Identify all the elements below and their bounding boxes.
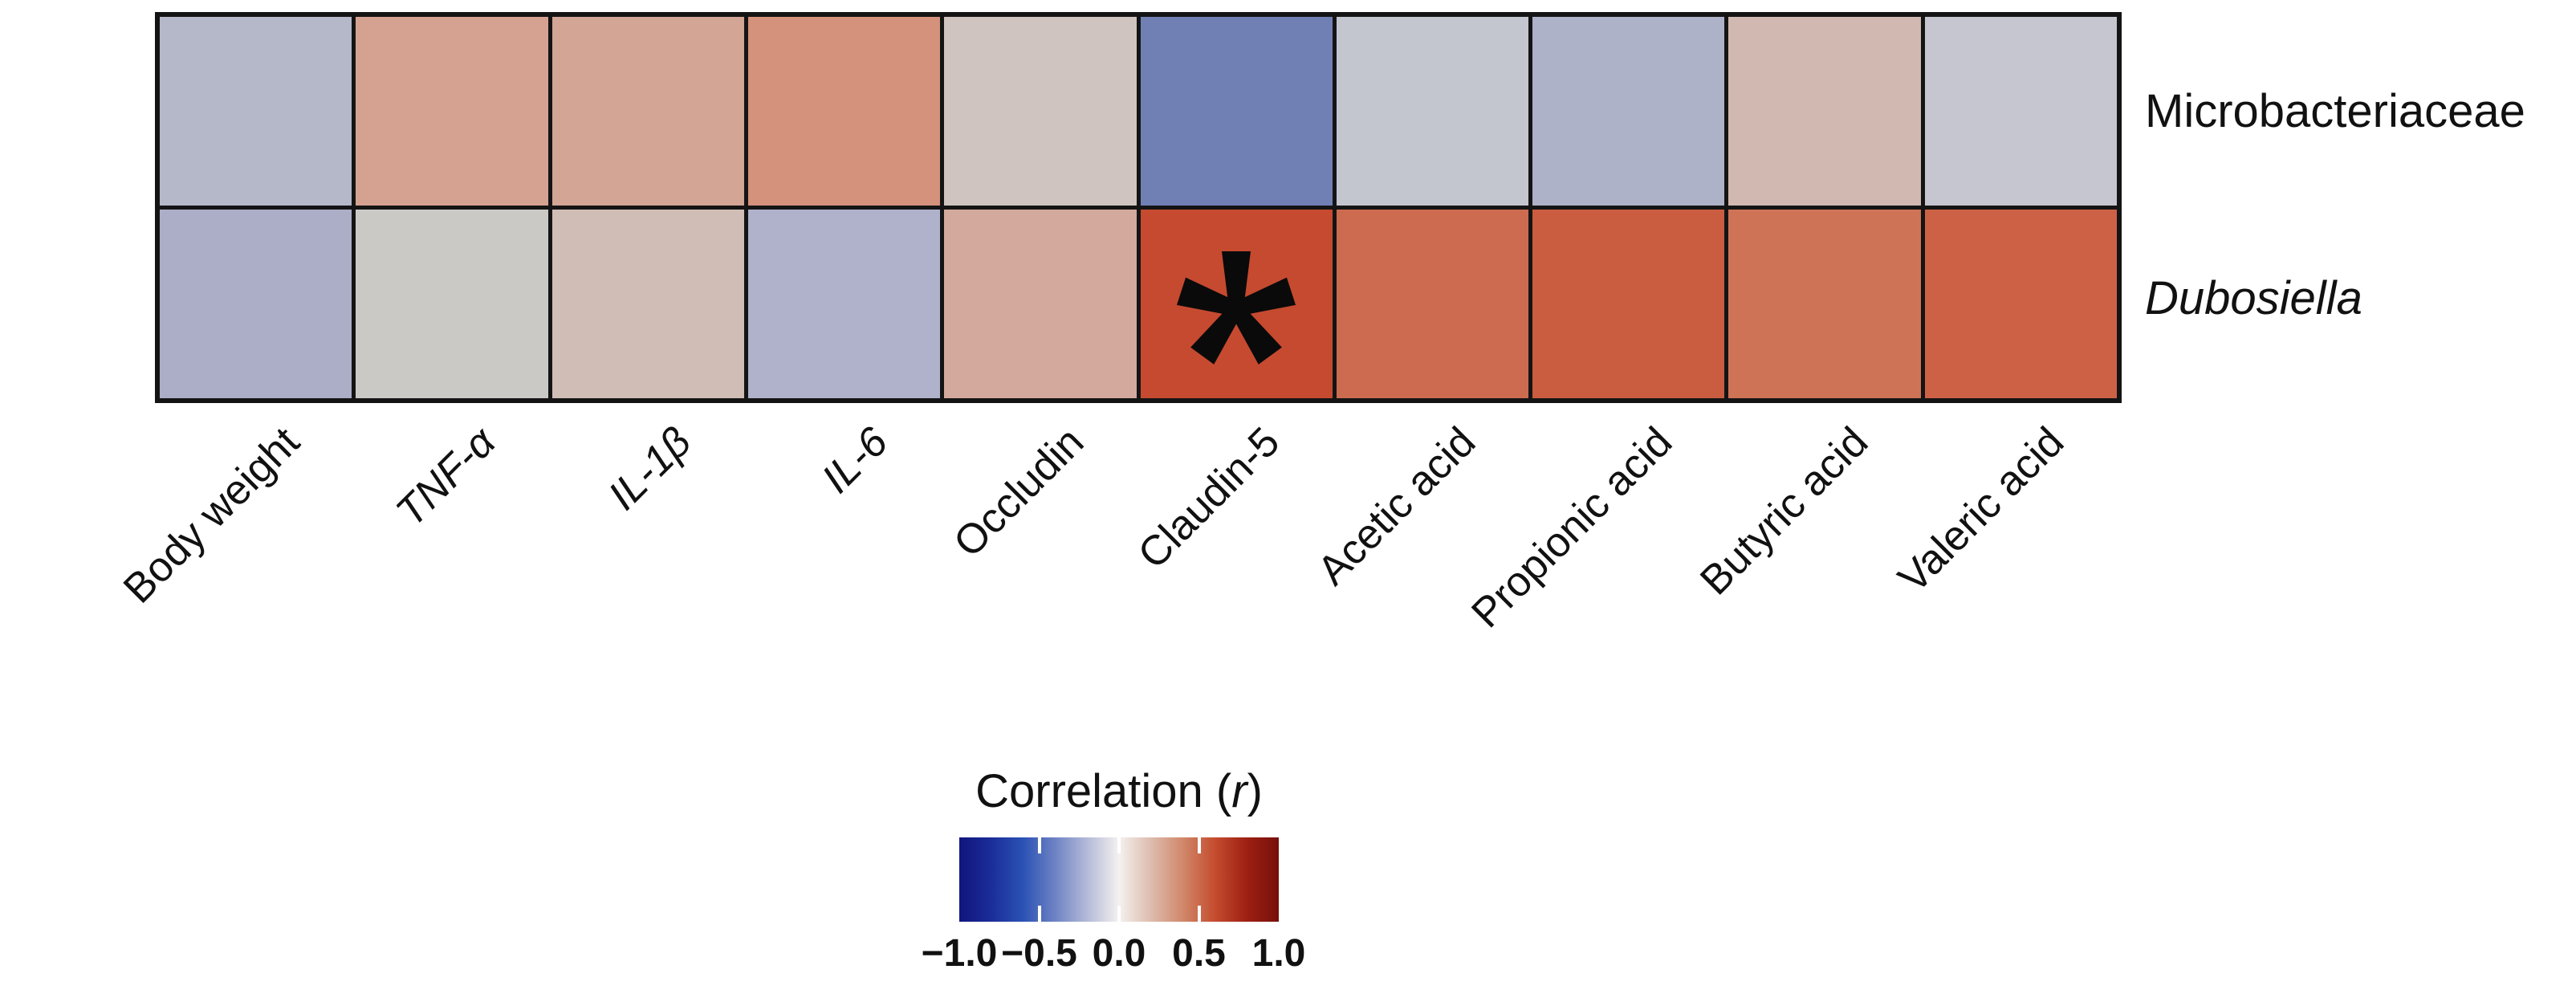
heatmap-cell-r1-c5 (1140, 210, 1333, 398)
row-label-0: Microbacteriaceae (2145, 85, 2525, 137)
row-label-1: Dubosiella (2145, 272, 2362, 324)
colorbar-tickmark (1037, 837, 1041, 853)
heatmap-cell-r1-c0 (160, 210, 352, 398)
heatmap-cell-r1-c7 (1532, 210, 1725, 398)
colorbar-tickmark (1037, 906, 1041, 922)
colorbar-title-close-paren: ) (1247, 765, 1263, 817)
heatmap-grid (155, 12, 2122, 403)
heatmap-cell-r0-c2 (551, 17, 744, 206)
colorbar-tickmark (1197, 906, 1201, 922)
heatmap-cell-r0-c0 (160, 17, 352, 206)
heatmap-cell-r0-c7 (1532, 17, 1725, 206)
colorbar-title-r-symbol: r (1231, 765, 1247, 817)
heatmap-cell-r0-c6 (1336, 17, 1529, 206)
heatmap-cell-r0-c5 (1140, 17, 1333, 206)
colorbar-tick-label-3: 0.5 (1172, 932, 1226, 975)
heatmap-cell-r1-c8 (1728, 210, 1921, 398)
heatmap-cell-r1-c4 (944, 210, 1137, 398)
colorbar-tickmark (1197, 837, 1201, 853)
heatmap-cell-r0-c1 (356, 17, 548, 206)
colorbar-title-text: Correlation ( (975, 765, 1232, 817)
heatmap-cell-r0-c4 (944, 17, 1137, 206)
colorbar-tickmark (1117, 906, 1121, 922)
colorbar-tick-label-1: −0.5 (1001, 932, 1077, 975)
heatmap-cell-r1-c6 (1336, 210, 1529, 398)
heatmap-cell-r1-c3 (747, 210, 941, 398)
heatmap-cell-r1-c2 (551, 210, 744, 398)
colorbar-tickmark (1117, 837, 1121, 853)
heatmap-cell-r0-c3 (747, 17, 941, 206)
colorbar-tick-label-0: −1.0 (921, 932, 998, 975)
significance-asterisk (1177, 250, 1296, 365)
heatmap-cell-r0-c9 (1924, 17, 2117, 206)
colorbar-tick-label-2: 0.0 (1092, 932, 1146, 975)
colorbar-gradient (959, 837, 1279, 922)
colorbar-title: Correlation (r) (798, 764, 1440, 818)
colorbar-tick-label-4: 1.0 (1251, 932, 1306, 975)
heatmap-cell-r1-c1 (356, 210, 548, 398)
heatmap-cell-r1-c9 (1924, 210, 2117, 398)
heatmap-cell-r0-c8 (1728, 17, 1921, 206)
